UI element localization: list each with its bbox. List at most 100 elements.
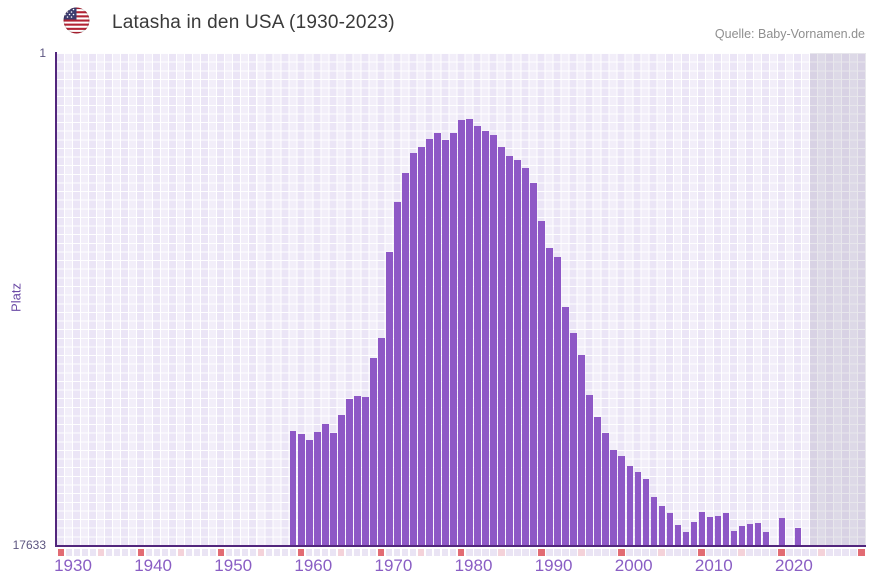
bar-1972[interactable] — [394, 202, 401, 545]
bar-2016[interactable] — [746, 524, 754, 545]
y-axis-title: Platz — [8, 283, 24, 312]
bar-1996[interactable] — [586, 395, 593, 545]
x-tick-marker-1967 — [353, 549, 361, 556]
x-tick-marker-2014 — [730, 549, 737, 556]
x-tick-marker-1987 — [514, 549, 521, 556]
x-axis-label-1930: 1930 — [54, 556, 92, 575]
bar-2014[interactable] — [730, 531, 738, 545]
bar-2005[interactable] — [658, 506, 665, 545]
bar-1961[interactable] — [306, 440, 313, 545]
y-axis-top-label: 1 — [39, 46, 46, 60]
x-tick-marker-1950 — [217, 549, 225, 556]
bar-1968[interactable] — [362, 397, 369, 545]
bar-2007[interactable] — [674, 525, 681, 545]
bar-2010[interactable] — [698, 512, 705, 545]
x-tick-marker-2003 — [642, 549, 649, 556]
bar-1960[interactable] — [298, 434, 305, 545]
bar-1970[interactable] — [378, 338, 385, 545]
bar-2011[interactable] — [706, 517, 713, 545]
bar-1981[interactable] — [466, 119, 473, 545]
bar-1987[interactable] — [514, 160, 521, 545]
x-tick-marker-2018 — [762, 549, 769, 556]
bar-1984[interactable] — [490, 135, 497, 545]
x-tick-marker-1959 — [289, 549, 297, 556]
bar-2004[interactable] — [650, 497, 657, 545]
bar-1962[interactable] — [314, 432, 321, 545]
bar-1977[interactable] — [434, 133, 441, 545]
bar-2008[interactable] — [682, 532, 689, 545]
bar-2001[interactable] — [626, 466, 633, 545]
x-tick-marker-1960 — [297, 549, 305, 556]
bar-1997[interactable] — [594, 417, 601, 545]
x-tick-marker-1941 — [145, 549, 153, 556]
x-tick-marker-2020 — [778, 549, 785, 556]
bar-2015[interactable] — [738, 526, 746, 545]
bar-1999[interactable] — [610, 450, 617, 545]
bar-2002[interactable] — [634, 472, 641, 545]
bar-2009[interactable] — [690, 522, 697, 545]
bar-1990[interactable] — [538, 221, 545, 545]
x-tick-marker-1946 — [185, 549, 193, 556]
bar-2013[interactable] — [722, 513, 730, 545]
x-tick-marker-2024 — [810, 549, 817, 556]
x-tick-marker-2023 — [802, 549, 809, 556]
x-tick-marker-2001 — [626, 549, 633, 556]
x-tick-marker-1989 — [530, 549, 537, 556]
bar-1963[interactable] — [322, 424, 329, 545]
x-tick-marker-2002 — [634, 549, 641, 556]
bar-1993[interactable] — [562, 307, 569, 545]
x-tick-marker-2007 — [674, 549, 681, 556]
bar-1966[interactable] — [346, 399, 353, 545]
bar-2020[interactable] — [778, 518, 786, 545]
bar-2022[interactable] — [794, 528, 802, 545]
bar-1969[interactable] — [370, 358, 377, 545]
bar-1967[interactable] — [354, 396, 361, 545]
bar-1971[interactable] — [386, 252, 393, 545]
x-tick-marker-1958 — [281, 549, 289, 556]
bar-1959[interactable] — [290, 431, 297, 545]
bar-1976[interactable] — [426, 139, 433, 545]
x-tick-marker-1995 — [578, 549, 585, 556]
bar-1989[interactable] — [530, 183, 537, 545]
bar-1974[interactable] — [410, 153, 417, 545]
x-tick-marker-1971 — [385, 549, 393, 556]
bar-1965[interactable] — [338, 415, 345, 545]
bar-2006[interactable] — [666, 513, 673, 545]
bar-1998[interactable] — [602, 433, 609, 545]
bar-2012[interactable] — [714, 516, 722, 545]
x-tick-marker-1932 — [73, 549, 81, 556]
x-axis-label-1960: 1960 — [294, 556, 333, 575]
bar-1964[interactable] — [330, 433, 337, 545]
bar-1985[interactable] — [498, 147, 505, 545]
y-axis-line — [55, 52, 57, 547]
bar-1983[interactable] — [482, 131, 489, 545]
bar-1986[interactable] — [506, 156, 513, 545]
bar-2003[interactable] — [642, 479, 649, 545]
bar-2018[interactable] — [762, 532, 770, 545]
bar-1980[interactable] — [458, 120, 465, 545]
x-tick-marker-1957 — [273, 549, 281, 556]
bar-1992[interactable] — [554, 257, 561, 545]
bar-1973[interactable] — [402, 173, 409, 545]
x-tick-marker-1968 — [361, 549, 369, 556]
x-tick-marker-1930 — [57, 549, 64, 556]
bar-1988[interactable] — [522, 168, 529, 545]
bar-1994[interactable] — [570, 333, 577, 545]
x-tick-marker-1966 — [345, 549, 353, 556]
bar-1978[interactable] — [442, 140, 449, 545]
x-axis-label-1990: 1990 — [534, 556, 573, 575]
bar-1982[interactable] — [474, 126, 481, 545]
bar-1975[interactable] — [418, 147, 425, 545]
bar-1995[interactable] — [578, 355, 585, 545]
bar-2017[interactable] — [754, 523, 762, 545]
bar-1991[interactable] — [546, 248, 553, 545]
x-tick-marker-2019 — [770, 549, 777, 556]
x-tick-marker-1939 — [129, 549, 137, 556]
bar-1979[interactable] — [450, 133, 457, 545]
x-tick-marker-1972 — [393, 549, 401, 556]
x-tick-marker-1933 — [81, 549, 89, 556]
bar-2000[interactable] — [618, 456, 625, 545]
x-tick-marker-1955 — [257, 549, 265, 556]
y-axis-bottom-label: 17633 — [12, 538, 46, 552]
